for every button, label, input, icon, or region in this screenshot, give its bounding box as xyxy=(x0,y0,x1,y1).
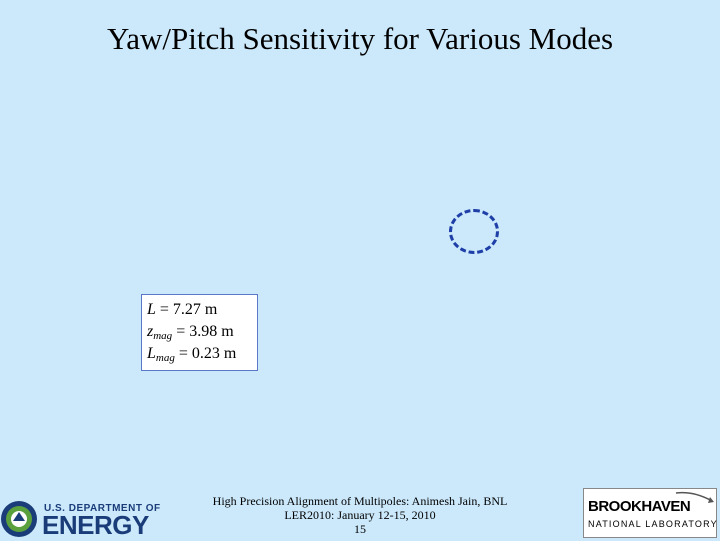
formula-var: L xyxy=(147,345,156,362)
page-number: 15 xyxy=(354,522,366,536)
footer-line-1: High Precision Alignment of Multipoles: … xyxy=(212,494,508,508)
formula-sub: mag xyxy=(153,330,173,342)
doe-logo: U.S. DEPARTMENT OF ENERGY xyxy=(0,500,165,540)
formula-var: z xyxy=(147,323,154,340)
formula-var: L xyxy=(147,301,156,318)
bnl-top-text: BROOKHAVEN xyxy=(588,498,691,515)
formula-sub: mag xyxy=(155,352,175,364)
dashed-circle xyxy=(449,209,499,254)
formula-line-3: Lmag = 0.23 m xyxy=(147,343,252,365)
bnl-swoosh-icon xyxy=(675,491,714,503)
formula-value: = 0.23 m xyxy=(178,345,237,362)
slide-title: Yaw/Pitch Sensitivity for Various Modes xyxy=(106,21,614,56)
footer-line-2: LER2010: January 12-15, 2010 xyxy=(284,508,436,522)
bnl-logo: BROOKHAVEN NATIONAL LABORATORY xyxy=(583,488,717,538)
doe-seal-icon xyxy=(1,501,37,537)
formula-value: = 7.27 m xyxy=(159,301,218,318)
doe-top-text: U.S. DEPARTMENT OF xyxy=(44,503,161,514)
formula-box: L = 7.27 m zmag = 3.98 m Lmag = 0.23 m xyxy=(141,294,258,371)
formula-line-2: zmag = 3.98 m xyxy=(147,321,252,343)
formula-value: = 3.98 m xyxy=(176,323,234,340)
formula-line-1: L = 7.27 m xyxy=(147,299,252,321)
bnl-bottom-text: NATIONAL LABORATORY xyxy=(588,519,718,529)
slide-footer: High Precision Alignment of Multipoles: … xyxy=(200,494,520,536)
doe-energy-text: ENERGY xyxy=(42,510,149,540)
